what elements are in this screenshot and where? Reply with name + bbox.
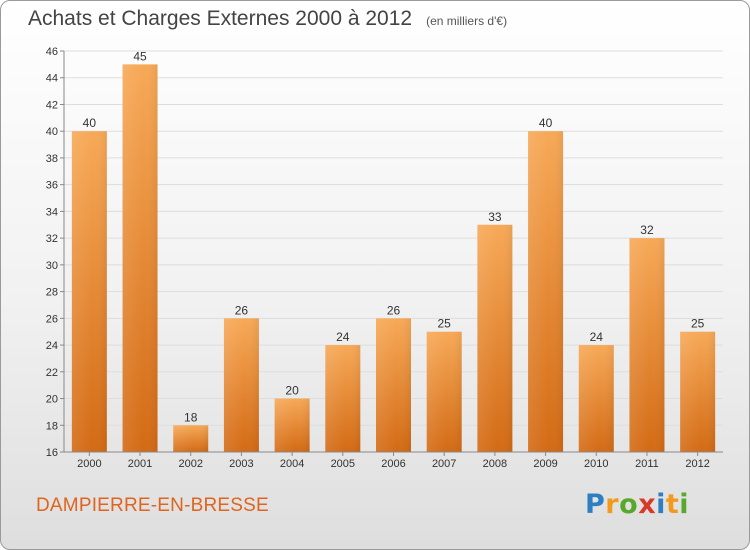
bar-value-label: 24 [336,330,350,344]
x-tick-label: 2001 [128,458,152,470]
bar-value-label: 40 [539,116,553,130]
bar-shade [528,131,564,452]
x-tick-label: 2010 [584,458,608,470]
bar-value-label: 18 [184,410,198,424]
bar-shade [173,425,209,452]
bar-value-label: 24 [590,330,604,344]
y-tick-label: 28 [46,287,58,299]
bar-shade [578,345,614,452]
chart-title: Achats et Charges Externes 2000 à 2012 (e… [28,7,507,31]
y-tick-label: 26 [46,313,58,325]
y-tick-label: 44 [46,73,58,85]
y-tick-label: 40 [46,126,58,138]
axes: 16 18 20 22 24 26 28 30 32 34 36 38 40 42 44 46 2000 2001… [46,46,723,470]
y-tick-label: 36 [46,180,58,192]
y-tick-label: 16 [46,447,58,459]
y-tick-label: 24 [46,340,58,352]
commune-name: DAMPIERRE-EN-BRESSE [36,495,269,516]
bar-value-label: 25 [691,317,705,331]
y-tick-label: 22 [46,367,58,379]
bar-shade [629,238,665,452]
bar-shade [477,224,513,452]
x-tick-label: 2009 [533,458,557,470]
y-tick-label: 42 [46,99,58,111]
x-tick-label: 2008 [483,458,507,470]
y-tick-label: 30 [46,260,58,272]
x-tick-label: 2011 [635,458,659,470]
bar-shade [223,318,259,452]
bar-shade [274,398,310,452]
x-tick-label: 2000 [77,458,101,470]
y-tick-label: 32 [46,233,58,245]
bar-value-label: 26 [387,303,401,317]
x-tick-label: 2003 [229,458,253,470]
bar-value-label: 40 [83,116,97,130]
bar-shade [122,64,158,452]
bar-value-label: 25 [438,317,452,331]
bar-value-label: 32 [640,223,654,237]
y-tick-label: 46 [46,46,58,58]
bar-value-label: 20 [285,384,299,398]
x-tick-label: 2002 [178,458,202,470]
x-tick-label: 2005 [331,458,355,470]
bar-value-label: 33 [488,210,502,224]
y-tick-label: 38 [46,153,58,165]
proxiti-logo: Proxiti [585,489,690,520]
x-tick-label: 2007 [432,458,456,470]
bar-shade [71,131,107,452]
bar-shade [325,345,361,452]
x-tick-label: 2012 [685,458,709,470]
data-labels: 40 45 18 26 20 24 26 25 33 40 24 32 25 [83,49,705,424]
x-tick-label: 2004 [280,458,304,470]
chart-title-main: Achats et Charges Externes 2000 à 2012 [28,7,413,30]
y-tick-label: 34 [46,206,58,218]
bar-shade [376,318,411,452]
bar-value-label: 45 [133,49,147,63]
bar-shade [680,331,716,452]
y-tick-label: 18 [46,420,58,432]
bar-shade [426,331,462,452]
chart-title-unit: (en milliers d'€) [426,14,508,28]
y-tick-label: 20 [46,394,58,406]
bars [71,64,716,452]
x-tick-label: 2006 [381,458,405,470]
bar-value-label: 26 [235,303,249,317]
